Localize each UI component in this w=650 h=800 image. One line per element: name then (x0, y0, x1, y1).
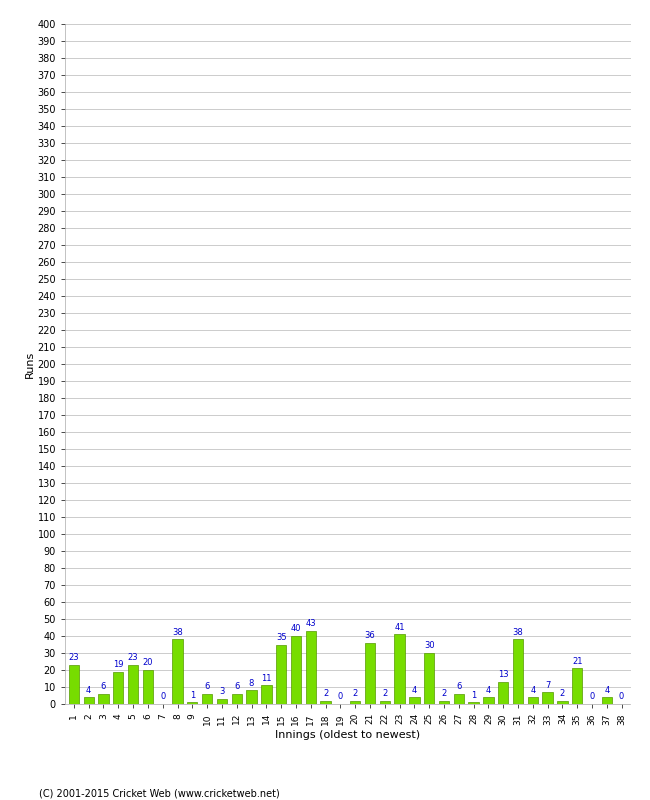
Y-axis label: Runs: Runs (25, 350, 34, 378)
Bar (83, 697, 94, 704)
Text: 20: 20 (142, 658, 153, 667)
Bar (483, 697, 493, 704)
Text: 0: 0 (338, 693, 343, 702)
Bar (454, 694, 464, 704)
Bar (542, 692, 552, 704)
Text: 1: 1 (190, 690, 195, 700)
Bar (528, 697, 538, 704)
Bar (306, 631, 316, 704)
Bar (216, 699, 227, 704)
Text: 2: 2 (352, 689, 358, 698)
Text: 23: 23 (68, 654, 79, 662)
Text: 7: 7 (545, 681, 551, 690)
Text: 23: 23 (128, 654, 138, 662)
Bar (261, 686, 272, 704)
Bar (424, 653, 434, 704)
Text: 21: 21 (572, 657, 582, 666)
Text: 6: 6 (456, 682, 461, 691)
Text: 43: 43 (306, 619, 316, 628)
Bar (187, 702, 198, 704)
Text: 4: 4 (411, 686, 417, 694)
Bar (602, 697, 612, 704)
Bar (172, 639, 183, 704)
Text: 38: 38 (513, 628, 523, 637)
Bar (69, 665, 79, 704)
Text: 0: 0 (619, 693, 624, 702)
Bar (572, 668, 582, 704)
Bar (365, 643, 375, 704)
Text: 2: 2 (441, 689, 447, 698)
Text: 11: 11 (261, 674, 272, 682)
Bar (98, 694, 109, 704)
Bar (395, 634, 405, 704)
Text: 6: 6 (234, 682, 239, 691)
Text: 2: 2 (323, 689, 328, 698)
Text: 38: 38 (172, 628, 183, 637)
Bar (439, 701, 449, 704)
Bar (469, 702, 479, 704)
Bar (231, 694, 242, 704)
Bar (128, 665, 138, 704)
Text: 2: 2 (382, 689, 387, 698)
Bar (380, 701, 390, 704)
Text: 4: 4 (604, 686, 610, 694)
Text: 35: 35 (276, 633, 287, 642)
Bar (202, 694, 213, 704)
Bar (320, 701, 331, 704)
X-axis label: Innings (oldest to newest): Innings (oldest to newest) (275, 730, 421, 740)
Text: 4: 4 (486, 686, 491, 694)
Bar (513, 639, 523, 704)
Bar (410, 697, 419, 704)
Text: 41: 41 (395, 622, 405, 632)
Text: 4: 4 (86, 686, 91, 694)
Text: 0: 0 (590, 693, 595, 702)
Bar (113, 672, 124, 704)
Text: 3: 3 (219, 687, 225, 696)
Bar (498, 682, 508, 704)
Bar (291, 636, 301, 704)
Text: 19: 19 (113, 660, 124, 669)
Text: 36: 36 (365, 631, 375, 640)
Text: 2: 2 (560, 689, 565, 698)
Text: (C) 2001-2015 Cricket Web (www.cricketweb.net): (C) 2001-2015 Cricket Web (www.cricketwe… (39, 788, 280, 798)
Bar (246, 690, 257, 704)
Bar (143, 670, 153, 704)
Text: 13: 13 (498, 670, 508, 679)
Bar (350, 701, 360, 704)
Text: 6: 6 (101, 682, 106, 691)
Text: 30: 30 (424, 642, 434, 650)
Bar (557, 701, 567, 704)
Bar (276, 645, 286, 704)
Text: 40: 40 (291, 625, 301, 634)
Text: 6: 6 (205, 682, 210, 691)
Text: 8: 8 (249, 679, 254, 688)
Text: 0: 0 (160, 693, 165, 702)
Text: 1: 1 (471, 690, 476, 700)
Text: 4: 4 (530, 686, 536, 694)
